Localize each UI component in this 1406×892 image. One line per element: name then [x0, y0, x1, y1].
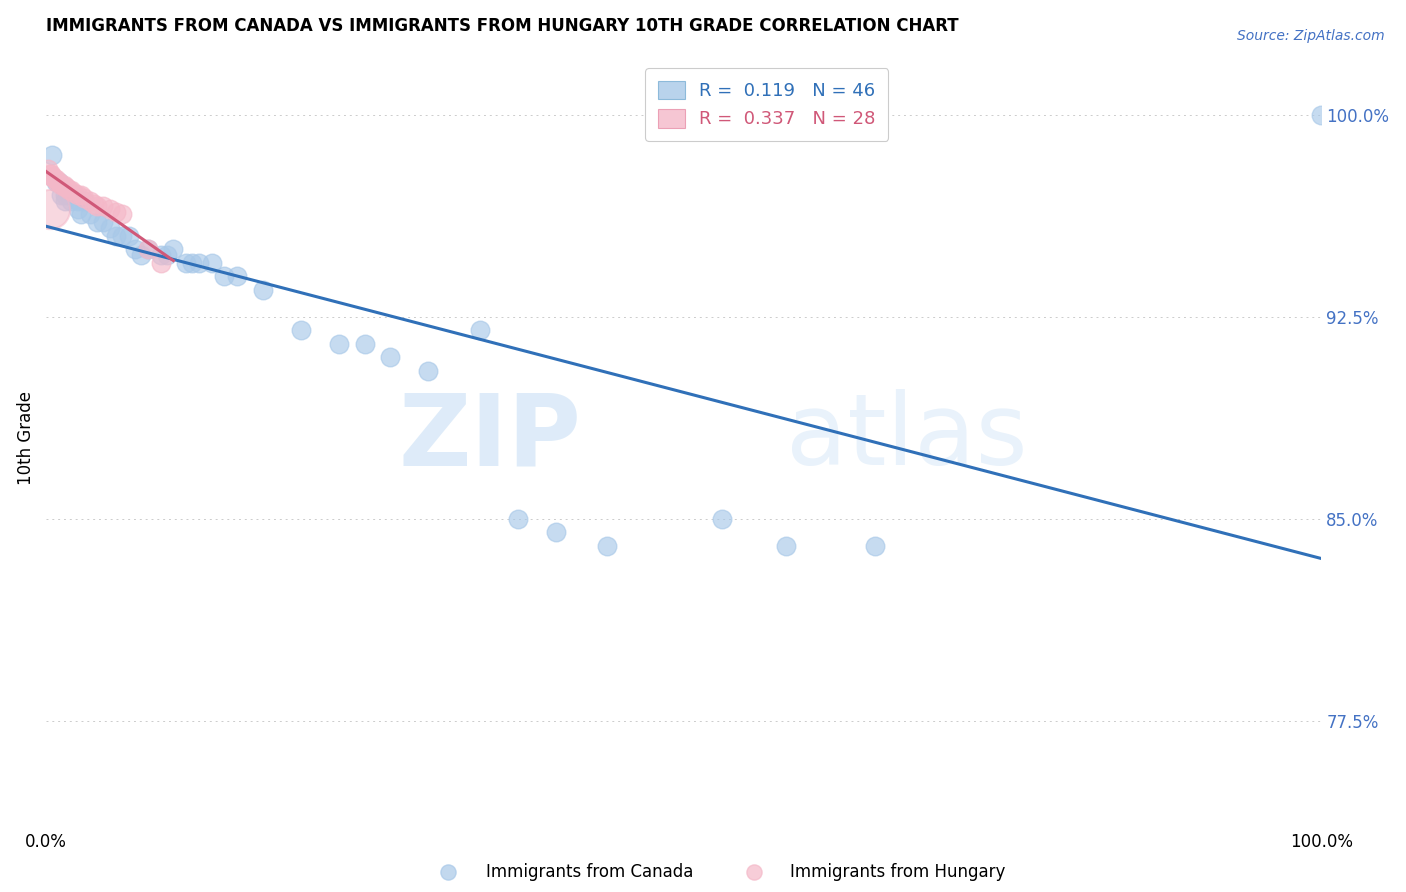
Point — [66, 194, 89, 208]
Point — [44, 172, 66, 186]
Point — [86, 199, 108, 213]
Point — [91, 199, 114, 213]
Point — [226, 269, 249, 284]
Point — [111, 228, 134, 243]
Point — [187, 256, 209, 270]
Point — [98, 202, 121, 216]
Point — [149, 256, 172, 270]
Point — [70, 188, 93, 202]
Point — [53, 188, 76, 202]
Text: Source: ZipAtlas.com: Source: ZipAtlas.com — [1237, 29, 1385, 43]
Point — [45, 172, 67, 186]
Text: Immigrants from Hungary: Immigrants from Hungary — [790, 863, 1005, 880]
Text: Immigrants from Canada: Immigrants from Canada — [486, 863, 693, 880]
Point — [49, 178, 72, 192]
Point — [53, 180, 76, 194]
Point — [53, 194, 76, 208]
Point — [775, 539, 797, 553]
Point — [710, 512, 733, 526]
Point — [156, 248, 179, 262]
Point — [66, 188, 89, 202]
Point — [52, 178, 75, 192]
Point — [42, 169, 65, 184]
Point — [111, 207, 134, 221]
Point — [91, 215, 114, 229]
Point — [104, 228, 127, 243]
Point — [73, 191, 96, 205]
Text: ZIP: ZIP — [399, 390, 582, 486]
Point — [45, 175, 67, 189]
Point — [60, 183, 83, 197]
Y-axis label: 10th Grade: 10th Grade — [17, 391, 35, 485]
Point — [37, 161, 59, 176]
Text: atlas: atlas — [786, 390, 1028, 486]
Point — [290, 323, 312, 337]
Point — [181, 256, 204, 270]
Point — [38, 167, 60, 181]
Point — [104, 204, 127, 219]
Point — [66, 202, 89, 216]
Point — [1310, 108, 1333, 122]
Point — [79, 194, 101, 208]
Point — [55, 180, 77, 194]
Point — [162, 243, 184, 257]
Point — [136, 243, 159, 257]
Point — [201, 256, 224, 270]
Point — [83, 196, 105, 211]
Point — [60, 194, 83, 208]
Point — [49, 188, 72, 202]
Text: IMMIGRANTS FROM CANADA VS IMMIGRANTS FROM HUNGARY 10TH GRADE CORRELATION CHART: IMMIGRANTS FROM CANADA VS IMMIGRANTS FRO… — [46, 17, 959, 35]
Point — [328, 336, 350, 351]
Point — [596, 539, 619, 553]
Point — [48, 175, 70, 189]
Point — [58, 188, 80, 202]
Point — [98, 220, 121, 235]
Point — [174, 256, 197, 270]
Point — [380, 350, 402, 364]
Point — [252, 283, 274, 297]
Point — [136, 243, 159, 257]
Point — [63, 186, 86, 200]
Point — [70, 207, 93, 221]
Point — [118, 228, 141, 243]
Point — [41, 148, 63, 162]
Point — [353, 336, 375, 351]
Point — [544, 525, 567, 540]
Point — [38, 202, 60, 216]
Point — [63, 188, 86, 202]
Point — [39, 167, 62, 181]
Point — [46, 175, 69, 189]
Point — [86, 215, 108, 229]
Point — [131, 248, 153, 262]
Point — [48, 175, 70, 189]
Point — [506, 512, 529, 526]
Point — [58, 183, 80, 197]
Point — [863, 539, 886, 553]
Point — [149, 248, 172, 262]
Point — [73, 194, 96, 208]
Point — [124, 243, 146, 257]
Point — [79, 207, 101, 221]
Point — [214, 269, 236, 284]
Point — [418, 363, 440, 377]
Legend: R =  0.119   N = 46, R =  0.337   N = 28: R = 0.119 N = 46, R = 0.337 N = 28 — [645, 68, 889, 141]
Point — [41, 169, 63, 184]
Point — [468, 323, 491, 337]
